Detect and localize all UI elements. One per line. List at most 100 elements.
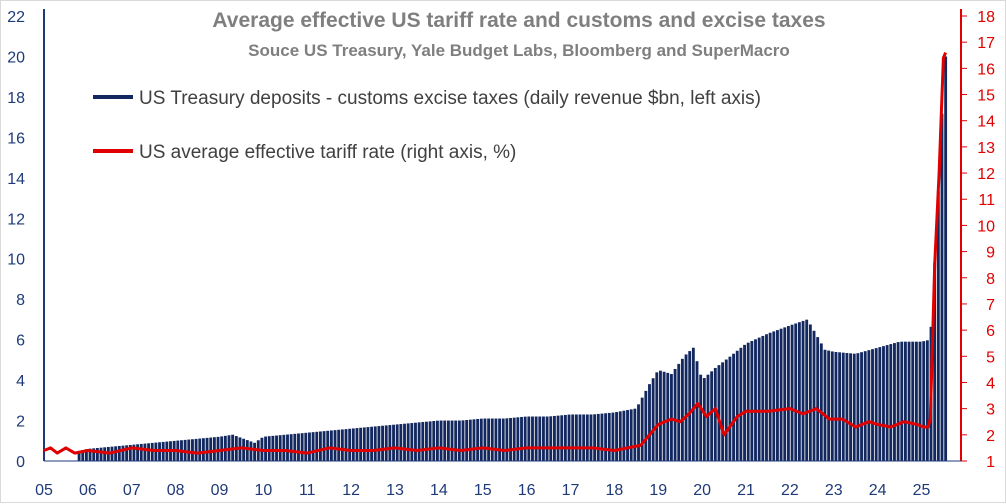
customs-bar — [874, 348, 878, 461]
customs-bar — [454, 420, 458, 461]
left-axis-ticks: 0 2 4 6 8 10 12 14 16 18 20 22 — [7, 9, 25, 471]
customs-bar — [900, 341, 904, 461]
customs-bar — [542, 416, 545, 461]
customs-bar — [318, 431, 322, 461]
customs-bar — [315, 431, 319, 461]
left-tick-label: 8 — [16, 292, 25, 309]
customs-bar — [735, 350, 739, 461]
customs-bar — [381, 425, 384, 461]
customs-bar — [673, 368, 677, 461]
x-tick-label: 19 — [649, 482, 667, 499]
customs-bar — [501, 418, 505, 461]
customs-bar — [691, 347, 695, 461]
customs-bar — [384, 425, 388, 461]
customs-bar — [377, 426, 381, 461]
x-tick-label: 10 — [254, 482, 272, 499]
right-tick-label: 15 — [977, 88, 995, 105]
customs-bar — [713, 367, 717, 461]
customs-bar — [297, 433, 300, 461]
customs-bar — [662, 371, 666, 461]
x-tick-label: 12 — [342, 482, 360, 499]
x-tick-label: 05 — [35, 482, 53, 499]
customs-bar — [531, 416, 534, 461]
customs-bar — [772, 331, 776, 461]
customs-bar — [370, 426, 374, 461]
customs-bar — [604, 413, 608, 461]
customs-bar — [896, 342, 900, 461]
x-tick-label: 09 — [211, 482, 229, 499]
customs-bar — [724, 359, 728, 461]
customs-bar — [786, 326, 790, 461]
x-tick-label: 07 — [123, 482, 141, 499]
customs-bar — [545, 416, 549, 461]
customs-bar — [651, 378, 655, 461]
customs-bar — [754, 339, 757, 461]
customs-bar — [871, 349, 874, 461]
customs-bar — [600, 413, 604, 461]
right-tick-label: 12 — [977, 166, 995, 183]
customs-bar — [468, 419, 472, 461]
customs-bar — [286, 434, 289, 461]
customs-bar — [845, 352, 849, 461]
customs-bar — [432, 421, 436, 461]
customs-bar — [615, 412, 619, 461]
x-tick-label: 22 — [781, 482, 799, 499]
customs-bar — [637, 404, 640, 461]
customs-bar — [805, 319, 809, 461]
customs-bar — [827, 350, 831, 461]
customs-bar — [322, 431, 326, 461]
x-tick-label: 16 — [518, 482, 536, 499]
customs-bar — [860, 352, 863, 461]
customs-bar — [308, 432, 311, 461]
customs-bar — [329, 430, 333, 461]
customs-bar — [121, 445, 125, 461]
customs-bar — [520, 416, 523, 461]
customs-bar — [695, 361, 699, 461]
x-tick-label: 15 — [474, 482, 492, 499]
right-tick-label: 16 — [977, 61, 995, 78]
right-tick-label: 9 — [986, 245, 995, 262]
customs-bar — [925, 340, 929, 461]
right-tick-label: 8 — [986, 271, 995, 288]
customs-bar — [648, 384, 651, 461]
customs-bar — [275, 435, 278, 461]
x-tick-label: 18 — [605, 482, 623, 499]
customs-bar — [538, 416, 542, 461]
customs-bar — [395, 424, 399, 461]
customs-bar — [205, 437, 209, 461]
customs-bar — [611, 412, 615, 461]
customs-bar — [132, 444, 136, 461]
left-tick-label: 18 — [7, 90, 25, 107]
right-tick-label: 7 — [986, 297, 995, 314]
customs-bar — [885, 345, 889, 461]
customs-bar — [242, 438, 246, 461]
customs-bar — [903, 341, 907, 461]
customs-bar — [99, 447, 103, 461]
customs-bar — [355, 428, 359, 461]
legend-label-tariff: US average effective tariff rate (right … — [139, 142, 516, 163]
x-tick-label: 17 — [562, 482, 580, 499]
customs-bar — [450, 420, 454, 461]
customs-bar — [311, 432, 315, 461]
customs-bar — [743, 344, 746, 461]
customs-bar — [732, 353, 736, 461]
customs-bar — [680, 358, 684, 461]
customs-bar — [95, 447, 99, 461]
customs-bar — [373, 426, 377, 461]
customs-bar — [607, 412, 611, 461]
customs-bar — [776, 330, 779, 461]
customs-bar — [823, 349, 827, 461]
customs-bar — [552, 415, 556, 461]
customs-bar — [425, 421, 428, 461]
x-tick-label: 20 — [693, 482, 711, 499]
customs-bar — [417, 422, 421, 461]
customs-bar — [560, 415, 564, 461]
left-tick-label: 16 — [7, 130, 25, 147]
customs-bar — [490, 418, 494, 461]
customs-bar — [765, 334, 768, 461]
x-tick-label: 13 — [386, 482, 404, 499]
customs-bar — [443, 420, 447, 461]
customs-bar — [326, 430, 330, 461]
customs-bar — [461, 420, 465, 461]
customs-bar — [344, 429, 348, 461]
